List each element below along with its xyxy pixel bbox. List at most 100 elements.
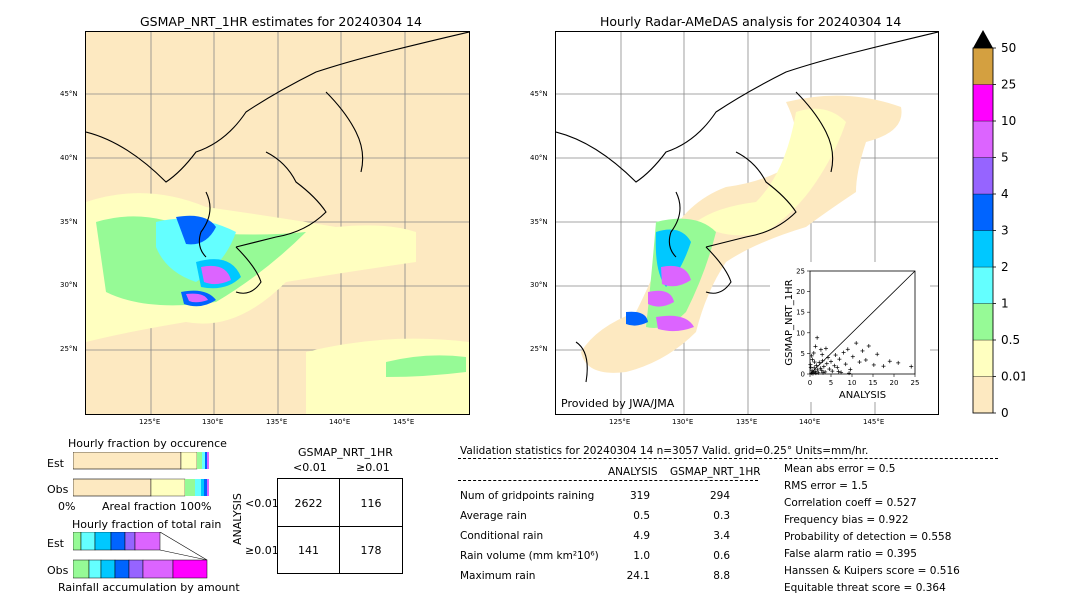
colorbar-label: 1 [1001,297,1009,311]
validation-header: Validation statistics for 20240304 14 n=… [460,445,869,457]
right-lon-145: 145°E [863,418,885,426]
scatter-point [832,363,837,368]
scatter-point [811,350,816,355]
score-hk: Hanssen & Kuipers score = 0.516 [784,565,960,577]
left-lon-125: 125°E [139,418,161,426]
scatter-point [821,370,826,375]
scatter-point [810,357,815,362]
scatter-point [857,360,862,365]
scatter-point [850,354,855,359]
scatter-point [817,360,822,365]
contingency-row-title: ANALYSIS [231,493,244,545]
right-panel-title: Hourly Radar-AMeDAS analysis for 2024030… [600,14,902,29]
stat-analysis-average: 0.5 [633,510,650,522]
occ-obs-bar [73,478,209,497]
scatter-point [909,364,914,369]
colorbar-label: 5 [1001,151,1009,165]
scatter-point [813,344,818,349]
stat-gsmap-maximum: 8.8 [713,570,730,582]
stat-gsmap-gridpoints: 294 [709,490,730,502]
cell-ge-ge: 178 [360,544,382,557]
stat-gsmap-conditional: 3.4 [713,530,730,542]
scatter-point [887,359,892,364]
score-mae: Mean abs error = 0.5 [784,463,896,475]
left-lat-45: 45°N [60,90,78,98]
scatter-xtick-label: 10 [848,379,857,387]
scatter-point [863,357,868,362]
scatter-ytick-label: 20 [796,288,805,296]
scatter-point [837,357,842,362]
cell-lt-lt: 2622 [294,497,323,510]
axis-mid-label: Areal fraction [102,500,177,513]
occurrence-title: Hourly fraction by occurence [68,437,227,450]
colorbar-label: 50 [1001,41,1016,55]
colorbar-label: 4 [1001,187,1009,201]
scatter-point [845,347,850,352]
stat-label-average: Average rain [460,510,527,522]
left-panel-title: GSMAP_NRT_1HR estimates for 20240304 14 [140,14,422,29]
scatter-point [841,350,846,355]
scatter-ytick-label: 0 [801,371,805,379]
left-rain-field [86,193,469,414]
accumulation-label: Rainfall accumulation by amount [58,581,240,594]
scatter-diagonal [809,270,916,375]
scatter-point [823,346,828,351]
colorbar-band [972,339,994,377]
right-map-svg [556,32,938,414]
stat-analysis-maximum: 24.1 [626,570,650,582]
colorbar-band [972,120,994,158]
colorbar-band [972,230,994,268]
score-far: False alarm ratio = 0.395 [784,548,917,560]
scatter-point [815,367,820,372]
scatter-point [866,343,871,348]
occ-est-bar [73,452,209,470]
scatter-point [808,362,813,367]
scatter-point [821,364,826,369]
scatter-point [833,353,838,358]
contingency-row-lt: <0.01 [245,497,279,510]
col-gsmap-header: GSMAP_NRT_1HR [670,466,761,478]
occurrence-bars [73,452,209,497]
scatter-point [823,369,828,374]
scatter-point [830,369,835,374]
scatter-point [810,371,815,376]
left-coastlines [86,32,469,294]
total-rain-title: Hourly fraction of total rain [72,518,222,531]
colorbar-band [972,376,994,414]
colorbar-band [972,47,994,85]
right-lon-140: 140°E [799,418,821,426]
scatter-point [812,365,817,370]
colorbar: 0 0.01 0.5 1 2 3 4 5 10 25 50 [972,30,1025,418]
colorbar-band [972,303,994,341]
total-est-label: Est [47,537,64,550]
score-pod: Probability of detection = 0.558 [784,531,952,543]
colorbar-label: 0.5 [1001,333,1020,347]
stat-label-gridpoints: Num of gridpoints raining [460,490,595,502]
colorbar-band [972,157,994,195]
right-lat-45: 45°N [530,90,548,98]
left-map-svg [86,32,469,414]
score-ets: Equitable threat score = 0.364 [784,582,946,594]
scatter-xtick-label: 20 [890,379,899,387]
cell-ge-lt: 141 [298,544,319,557]
stat-gsmap-volume: 0.6 [713,550,730,562]
score-correlation: Correlation coeff = 0.527 [784,497,917,509]
scatter-xtick-label: 25 [911,379,920,387]
stat-analysis-gridpoints: 319 [629,490,650,502]
colorbar-label: 2 [1001,260,1009,274]
validation-divider [458,458,998,459]
stat-label-maximum: Maximum rain [460,570,536,582]
left-lat-25: 25°N [60,345,78,353]
score-rmse: RMS error = 1.5 [784,480,868,492]
validation-subdivider [458,480,758,481]
scatter-xtick-label: 5 [829,379,833,387]
colorbar-label: 25 [1001,78,1016,92]
stat-label-conditional: Conditional rain [460,530,544,542]
scatter-point [839,370,844,375]
axis-right-pct: 100% [180,500,212,513]
scatter-point [820,358,825,363]
scatter-point [843,362,848,367]
scatter-point [848,367,853,372]
colorbar-extend-arrow [973,30,993,48]
scatter-point [826,355,831,360]
